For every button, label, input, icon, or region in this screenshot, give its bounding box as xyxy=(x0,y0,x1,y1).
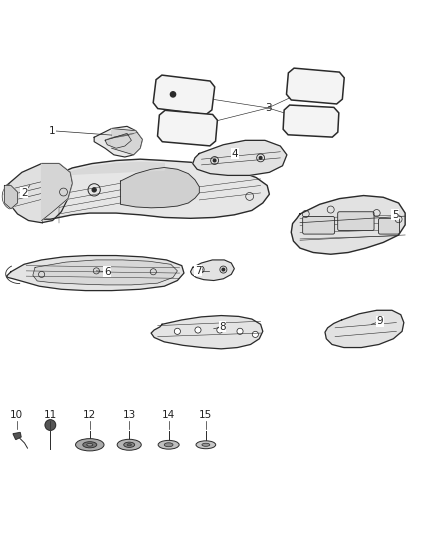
Polygon shape xyxy=(193,140,287,175)
Ellipse shape xyxy=(87,443,93,446)
Ellipse shape xyxy=(83,442,97,448)
Polygon shape xyxy=(94,126,142,157)
Ellipse shape xyxy=(158,440,179,449)
Ellipse shape xyxy=(117,439,141,450)
Polygon shape xyxy=(325,310,404,348)
Circle shape xyxy=(259,157,262,159)
Ellipse shape xyxy=(196,441,215,449)
Text: 10: 10 xyxy=(10,410,23,420)
Circle shape xyxy=(195,327,201,333)
Polygon shape xyxy=(105,133,131,148)
Ellipse shape xyxy=(75,439,104,451)
Text: 12: 12 xyxy=(83,410,96,420)
Polygon shape xyxy=(13,432,21,440)
Polygon shape xyxy=(112,128,142,155)
Polygon shape xyxy=(191,260,234,280)
Text: 11: 11 xyxy=(44,410,57,420)
Polygon shape xyxy=(283,105,339,137)
Text: 3: 3 xyxy=(265,103,272,113)
Circle shape xyxy=(199,268,202,271)
Text: 2: 2 xyxy=(21,188,28,198)
Circle shape xyxy=(252,332,258,337)
Text: 5: 5 xyxy=(392,210,399,220)
Circle shape xyxy=(217,327,223,333)
Polygon shape xyxy=(68,162,164,174)
Polygon shape xyxy=(4,164,72,223)
Polygon shape xyxy=(33,260,177,285)
Circle shape xyxy=(92,188,96,192)
Text: 9: 9 xyxy=(377,316,384,326)
Ellipse shape xyxy=(164,443,173,447)
Circle shape xyxy=(213,159,216,162)
Text: 8: 8 xyxy=(219,322,226,332)
Text: 14: 14 xyxy=(162,410,175,420)
Text: 13: 13 xyxy=(123,410,136,420)
Polygon shape xyxy=(42,164,72,221)
FancyBboxPatch shape xyxy=(378,219,399,234)
Circle shape xyxy=(174,328,180,334)
Text: 7: 7 xyxy=(194,266,201,276)
Ellipse shape xyxy=(124,442,134,447)
FancyBboxPatch shape xyxy=(303,216,335,234)
FancyBboxPatch shape xyxy=(338,212,374,231)
Polygon shape xyxy=(158,110,217,146)
Text: 15: 15 xyxy=(199,410,212,420)
Circle shape xyxy=(170,92,176,97)
Circle shape xyxy=(45,420,56,430)
Polygon shape xyxy=(291,196,405,254)
Text: 1: 1 xyxy=(48,126,55,136)
Polygon shape xyxy=(120,167,199,208)
Polygon shape xyxy=(153,75,215,115)
Ellipse shape xyxy=(202,443,210,446)
Circle shape xyxy=(222,268,225,271)
Polygon shape xyxy=(44,159,269,219)
Polygon shape xyxy=(151,316,263,349)
Text: 4: 4 xyxy=(231,149,238,159)
Polygon shape xyxy=(286,68,344,104)
Text: 6: 6 xyxy=(104,266,111,277)
Polygon shape xyxy=(4,185,18,209)
Circle shape xyxy=(237,328,243,334)
Ellipse shape xyxy=(127,443,131,446)
Polygon shape xyxy=(7,255,184,290)
